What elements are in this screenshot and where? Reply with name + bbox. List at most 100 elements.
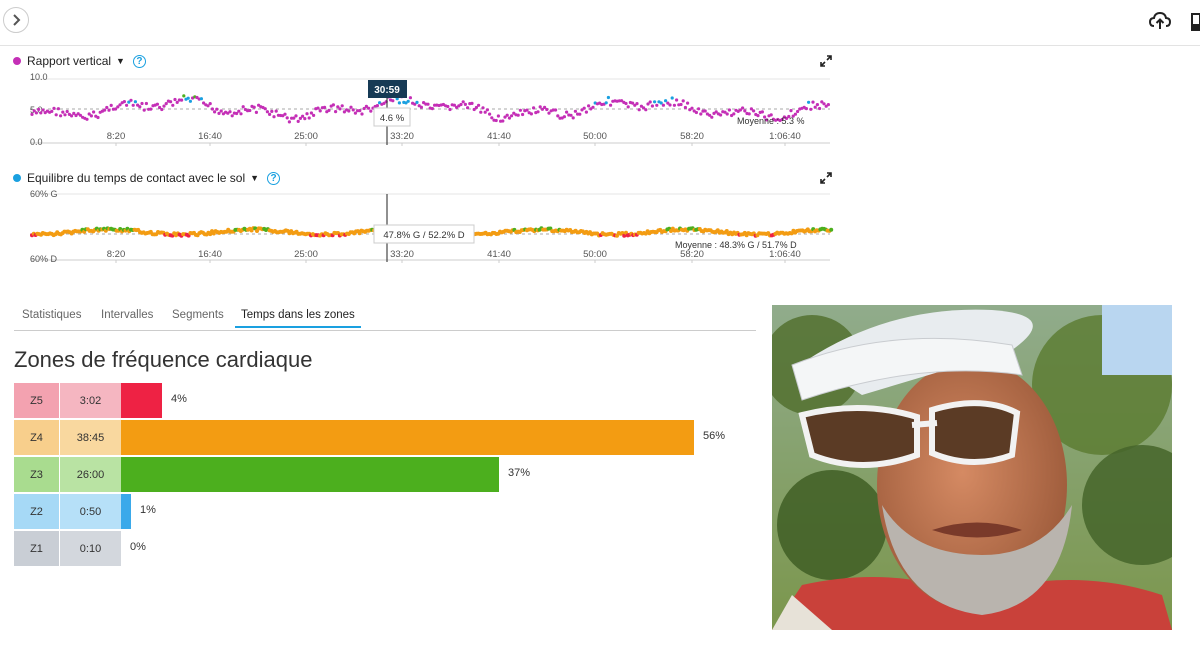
data-point <box>584 110 589 114</box>
cloud-upload-icon[interactable] <box>1149 10 1171 32</box>
data-point <box>756 114 760 118</box>
data-point <box>338 107 342 111</box>
data-point <box>37 107 41 111</box>
x-tick-label: 33:20 <box>390 249 414 260</box>
data-point <box>719 113 723 117</box>
data-point <box>323 105 327 109</box>
data-point <box>829 227 834 232</box>
data-point <box>65 109 69 114</box>
x-tick-label: 16:40 <box>198 249 222 260</box>
fullscreen-icon[interactable] <box>820 172 832 184</box>
data-point <box>336 105 340 109</box>
x-tick-label: 50:00 <box>583 249 607 260</box>
data-point <box>644 108 648 112</box>
data-point <box>228 110 232 114</box>
data-point <box>565 110 569 114</box>
y-tick-label: 0.0 <box>30 137 43 147</box>
tab-statistiques[interactable]: Statistiques <box>22 309 82 321</box>
data-point <box>213 110 217 114</box>
data-point <box>331 103 335 107</box>
data-point <box>131 103 135 107</box>
data-point <box>180 98 184 102</box>
data-point <box>85 117 89 121</box>
help-icon[interactable]: ? <box>132 54 146 68</box>
dropdown-caret-icon[interactable]: ▼ <box>250 173 260 183</box>
data-point <box>694 110 699 115</box>
zone-row: Z3 26:00 37% <box>14 457 734 492</box>
data-point <box>162 104 166 108</box>
data-point <box>50 109 54 113</box>
x-tick-label: 1:06:40 <box>769 249 801 260</box>
zone-time: 38:45 <box>60 420 121 455</box>
data-point <box>195 95 199 100</box>
data-point <box>116 105 120 109</box>
data-point <box>554 108 558 112</box>
data-point <box>789 109 793 113</box>
data-point <box>342 110 346 114</box>
ground-contact-plot[interactable]: 60% G 60% D 8:20 16:40 25:00 33:20 41:40 50:0… <box>0 170 840 265</box>
data-point <box>714 110 718 114</box>
device-icon[interactable] <box>1190 12 1200 32</box>
vertical-ratio-plot[interactable]: 10.0 5.0 0.0 8:20 16:40 25:00 33:20 41:40 50:… <box>0 53 840 148</box>
data-point <box>76 112 80 116</box>
data-point <box>730 113 734 118</box>
analysis-tabs: Statistiques Intervalles Segments Temps … <box>14 305 756 331</box>
data-point <box>494 118 498 123</box>
zones-title: Zones de fréquence cardiaque <box>14 347 313 372</box>
data-point <box>529 112 534 116</box>
data-point <box>298 116 302 120</box>
data-point <box>263 107 267 111</box>
data-point <box>653 100 657 104</box>
data-point <box>283 112 287 116</box>
data-point <box>397 101 401 105</box>
tab-intervalles[interactable]: Intervalles <box>101 309 154 321</box>
data-point <box>254 110 258 114</box>
expand-sidebar-button[interactable] <box>3 7 29 33</box>
data-point <box>490 116 494 120</box>
dropdown-caret-icon[interactable]: ▼ <box>116 56 125 66</box>
data-point <box>642 106 646 110</box>
data-point <box>155 102 159 106</box>
data-point <box>419 105 423 109</box>
data-point <box>235 111 239 116</box>
data-point <box>241 105 245 109</box>
data-point <box>59 114 63 118</box>
data-point <box>631 101 635 105</box>
vertical-ratio-chart: Rapport vertical ▼ ? 10.0 5.0 0.0 8:20 16… <box>0 53 840 148</box>
zone-label: Z2 <box>14 494 59 529</box>
chart-title: Equilibre du temps de contact avec le so… <box>27 171 246 185</box>
data-point <box>142 108 146 112</box>
data-point <box>536 110 540 114</box>
data-point <box>109 103 113 107</box>
data-point <box>516 113 520 117</box>
data-point <box>74 113 78 118</box>
zone-percent: 0% <box>130 541 146 553</box>
data-point <box>540 107 545 111</box>
zone-time: 26:00 <box>60 457 121 492</box>
data-point <box>413 102 417 106</box>
data-point <box>670 96 674 100</box>
data-point <box>488 112 492 116</box>
fullscreen-icon[interactable] <box>820 55 832 67</box>
tab-segments[interactable]: Segments <box>172 309 224 321</box>
zone-label: Z3 <box>14 457 59 492</box>
y-tick-label: 60% G <box>30 189 58 199</box>
data-point <box>538 105 542 109</box>
data-point <box>545 107 549 112</box>
data-point <box>32 109 36 113</box>
data-point <box>679 102 683 107</box>
data-point <box>237 109 241 113</box>
data-point <box>813 105 817 109</box>
data-point <box>404 101 408 105</box>
data-point <box>466 106 470 110</box>
help-icon[interactable]: ? <box>267 171 281 185</box>
data-point <box>646 102 650 106</box>
zone-percent: 4% <box>171 393 187 405</box>
data-point <box>532 106 536 110</box>
data-point <box>426 102 430 106</box>
tab-temps-dans-les-zones[interactable]: Temps dans les zones <box>235 309 361 328</box>
data-point <box>811 100 815 104</box>
data-point <box>92 110 96 114</box>
zone-bar <box>121 457 499 492</box>
data-point <box>470 101 474 105</box>
